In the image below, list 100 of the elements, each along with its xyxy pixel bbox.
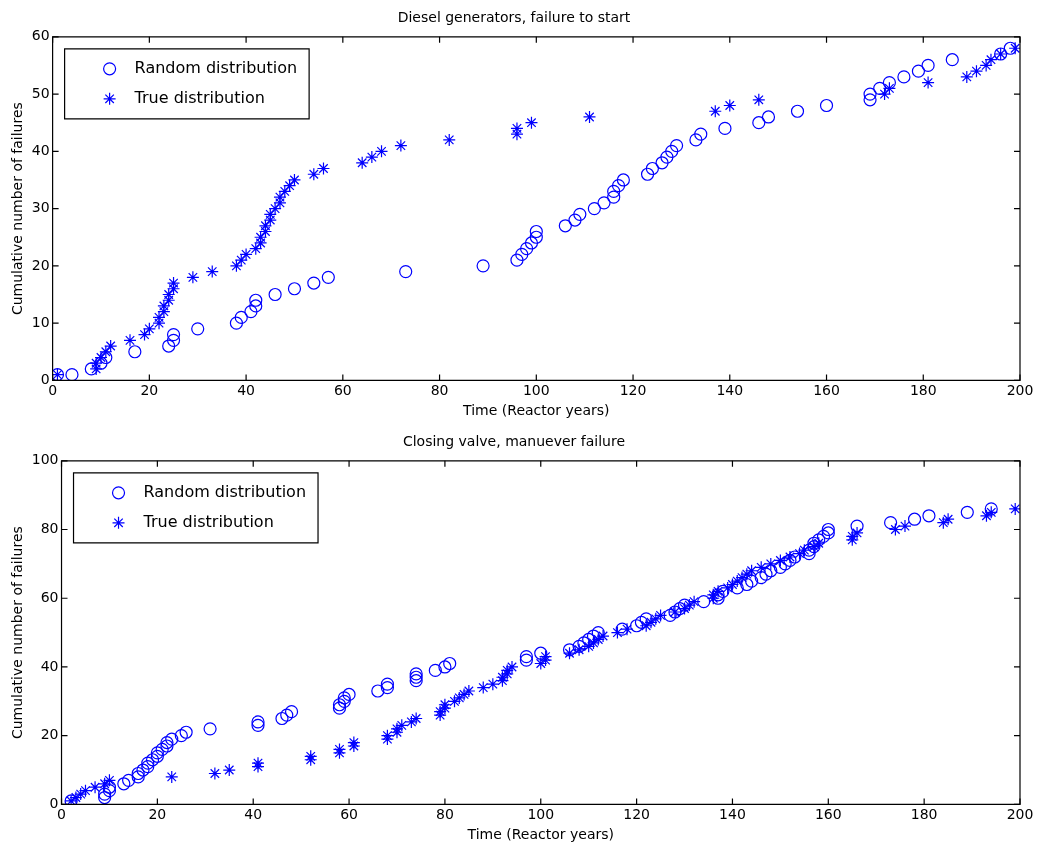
y-tick-label: 100 (31, 451, 59, 468)
x-tick-label: 180 (909, 382, 937, 399)
point (752, 93, 766, 107)
point (790, 104, 805, 118)
point (307, 167, 321, 181)
x-tick-label: 200 (1006, 382, 1034, 399)
y-tick-label: 40 (31, 141, 50, 158)
point (249, 299, 263, 313)
point (268, 287, 282, 302)
x-tick-label: 120 (619, 382, 647, 399)
point (969, 64, 984, 78)
y-tick-label: 20 (31, 256, 50, 273)
point (244, 305, 258, 319)
point (520, 242, 534, 256)
point (945, 53, 959, 67)
y-axis-title: Cumulative number of failures (9, 526, 26, 740)
point (761, 110, 776, 124)
point (568, 213, 582, 227)
chart-title: Diesel generators, failure to start (397, 9, 631, 26)
legend-label: True distribution (142, 511, 274, 531)
point (442, 133, 456, 147)
point (1003, 41, 1017, 55)
y-tick-label: 10 (31, 313, 50, 330)
point (979, 58, 993, 73)
point (863, 93, 877, 107)
point (229, 316, 244, 330)
point (99, 345, 113, 359)
y-tick-label: 20 (40, 726, 59, 743)
point (515, 247, 529, 262)
point (660, 150, 674, 164)
point (718, 121, 732, 136)
x-tick-label: 40 (244, 806, 263, 823)
point (399, 264, 413, 279)
point (960, 70, 974, 84)
point (283, 179, 297, 193)
y-tick-label: 30 (31, 199, 50, 216)
y-tick-label: 0 (40, 371, 50, 388)
x-tick-label: 20 (140, 382, 159, 399)
point (278, 184, 292, 199)
point (287, 282, 302, 296)
y-tick-label: 40 (40, 657, 59, 674)
point (307, 276, 321, 290)
point (587, 202, 601, 216)
x-tick-label: 180 (910, 806, 938, 823)
point (268, 202, 282, 216)
point (104, 339, 118, 353)
point (510, 253, 524, 267)
point (128, 345, 142, 359)
point (529, 224, 543, 239)
point (607, 190, 621, 204)
point (911, 64, 926, 78)
x-tick-label: 60 (333, 382, 352, 399)
y-axis-title: Cumulative number of failures (9, 102, 26, 316)
point (162, 339, 176, 353)
point (374, 144, 389, 158)
point (708, 104, 722, 118)
point (616, 173, 630, 187)
point (524, 116, 539, 130)
point (355, 156, 369, 170)
point (249, 242, 263, 256)
point (863, 87, 877, 101)
point (921, 76, 935, 90)
chart-title: Closing valve, manuever failure (402, 433, 626, 450)
legend-label: True distribution (133, 87, 265, 107)
x-tick-label: 20 (148, 806, 167, 823)
x-tick-label: 80 (436, 806, 454, 823)
point (669, 139, 684, 153)
point (166, 333, 181, 347)
point (573, 207, 587, 221)
point (99, 350, 113, 365)
point (752, 116, 766, 130)
x-tick-label: 140 (716, 382, 744, 399)
point (873, 81, 887, 95)
point (655, 156, 669, 170)
point (316, 161, 331, 176)
point (524, 236, 539, 250)
point (186, 270, 200, 284)
point (723, 98, 737, 113)
legend-label: Random distribution (143, 481, 307, 501)
point (882, 76, 896, 90)
point (287, 173, 302, 187)
point (1008, 41, 1020, 55)
x-tick-label: 100 (522, 382, 550, 399)
point (694, 127, 708, 141)
x-tick-label: 160 (813, 382, 840, 399)
point (94, 350, 108, 365)
point (249, 293, 263, 307)
legend-label: Random distribution (134, 57, 298, 77)
x-tick-label: 140 (719, 806, 746, 823)
x-axis-title: Time (Reactor years) (466, 826, 614, 843)
point (321, 270, 335, 284)
point (984, 53, 998, 67)
point (689, 133, 703, 147)
point (234, 310, 248, 325)
point (582, 110, 597, 124)
y-tick-label: 50 (31, 84, 50, 101)
point (607, 184, 621, 199)
y-tick-label: 60 (31, 27, 50, 44)
point (365, 150, 379, 164)
point (234, 253, 248, 267)
